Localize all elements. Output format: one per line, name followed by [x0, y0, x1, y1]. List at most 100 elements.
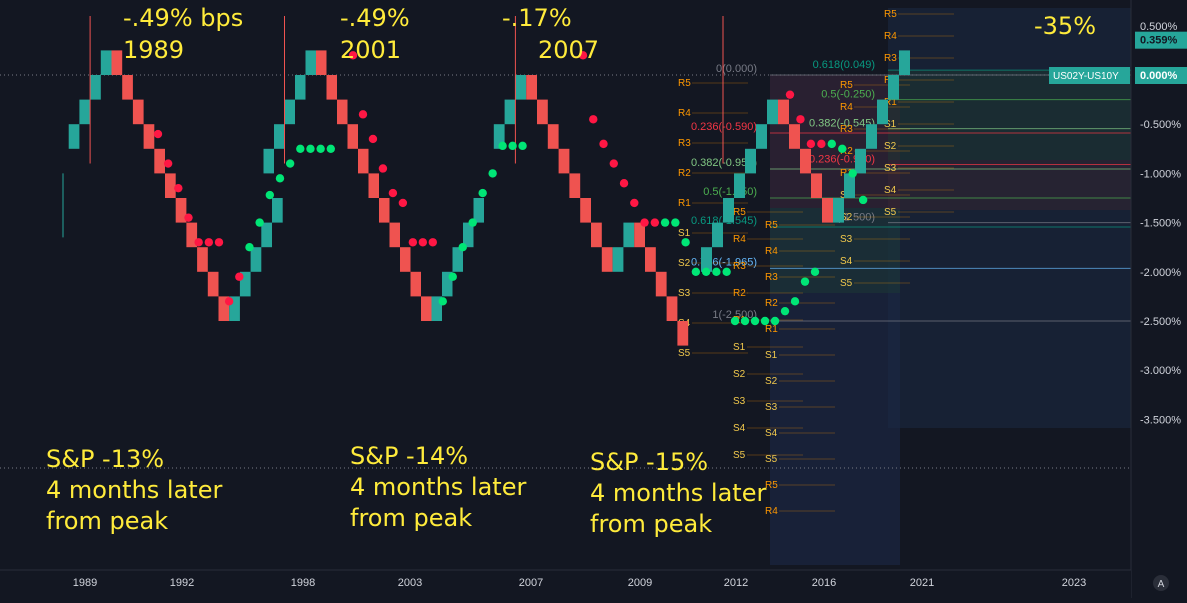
cycle-3-brick-8 [569, 173, 581, 198]
cycle-2-sar-10 [448, 272, 457, 281]
cycle-1-brick-13 [197, 247, 208, 272]
pivot-label-1-6: S2 [733, 369, 746, 380]
cycle-4-brick-18 [888, 75, 899, 100]
x-tick-5: 2009 [628, 577, 652, 589]
x-tick-0: 1989 [73, 577, 97, 589]
cycle-2-sar-12 [468, 218, 477, 227]
renko-brick-layer [62, 15, 910, 346]
cycle-2-sar-7 [418, 238, 428, 247]
pivot-label-2-5: S1 [765, 350, 778, 361]
cycle-4-brick-7 [767, 99, 778, 125]
cycle-1-sar-7 [224, 297, 234, 306]
cycle-2-sar-15 [498, 141, 507, 151]
annotation-c3-sp-line-2: from peak [590, 510, 712, 538]
cycle-4-brick-1 [701, 247, 712, 272]
cycle-1-brick-1 [68, 124, 80, 149]
pivot-label-1-4: R1 [733, 315, 746, 326]
cycle-2-brick-3 [284, 99, 295, 125]
cycle-3-sar-13 [712, 267, 721, 276]
fib-label-1: 0.236(-0.590) [691, 121, 757, 133]
y-tick-5: -2.500% [1140, 316, 1181, 328]
cycle-2-brick-8 [337, 99, 348, 125]
cycle-2-sar-4 [388, 188, 398, 198]
cycle-3-brick-13 [623, 222, 635, 248]
pivot-label-4-8: S4 [884, 185, 897, 196]
cycle-3-brick-12 [612, 247, 624, 272]
cycle-3-sar-0 [578, 51, 588, 60]
annotation-c2-sp-line-0: S&P -14% [350, 442, 468, 470]
cycle-3-brick-14 [634, 222, 645, 248]
annotation-c1-title-line-0: -.49% bps [123, 4, 243, 32]
cycle-3-sar-low-3 [760, 316, 770, 326]
pivot-label-3-6: S2 [840, 212, 853, 223]
y-tick-4: -2.000% [1140, 267, 1181, 279]
cycle-1-sar-12 [275, 174, 285, 183]
auto-scale-button-bg [1153, 575, 1169, 591]
cycle-2-sar-8 [428, 238, 437, 247]
cycle-3-sar-3 [609, 159, 618, 168]
cycle-3-brick-7 [558, 148, 570, 174]
y-axis-panel [1131, 0, 1187, 598]
cycle-1-brick-2 [79, 99, 91, 125]
cycle-2-brick-14 [400, 247, 411, 272]
cycle-1-brick-18 [250, 247, 262, 272]
cycle-4-brick-9 [789, 124, 800, 149]
cycle-1-brick-3 [90, 75, 101, 100]
cycle-1-sar-14 [296, 144, 305, 153]
annotation-c3-sp-line-0: S&P -15% [590, 448, 708, 476]
cycle-3-sar-5 [630, 198, 639, 208]
cycle-1-brick-7 [132, 99, 144, 125]
cycle-3-sar-1 [589, 115, 598, 124]
fib-zone-green-right [888, 70, 1131, 160]
cycle-2-brick-17 [431, 296, 442, 321]
cycle-2-brick-1 [263, 148, 274, 174]
cycle-3-brick-2 [504, 99, 516, 125]
x-tick-1: 1992 [170, 577, 194, 589]
cycle-1-brick-16 [229, 296, 240, 321]
cycle-3-sar-low-2 [750, 316, 760, 326]
price-label-zero: 0.000% [1140, 70, 1178, 82]
cycle-3-brick-11 [601, 247, 613, 272]
cycle-1-sar-9 [245, 243, 254, 252]
cycle-1-brick-20 [272, 198, 283, 223]
annotation-c2-title-line-1: 2001 [340, 36, 401, 64]
cycle-1-sar-0 [153, 129, 163, 139]
cycle-3-brick-5 [537, 99, 548, 125]
x-tick-7: 2016 [812, 577, 836, 589]
fib-label-5: 0.786(-1.965) [691, 256, 757, 268]
pivot-label-2-8: S4 [765, 428, 778, 439]
x-tick-2: 1998 [291, 577, 315, 589]
cycle-1-brick-12 [186, 222, 198, 248]
cycle-2-sar-5 [398, 198, 408, 208]
cycle-1-brick-4 [100, 50, 112, 75]
cycle-1-brick-14 [207, 271, 219, 297]
pivot-label-4-0: R5 [884, 9, 897, 20]
cycle-4-brick-19 [899, 50, 910, 75]
annotation-c3-title-line-0: -.17% [502, 4, 572, 32]
cycle-3-brick-16 [655, 271, 667, 297]
cycle-3-sar-4 [619, 179, 629, 188]
cycle-3-sar-low-7 [800, 277, 810, 286]
cycle-1-sar-11 [265, 190, 275, 200]
cycle-1-sar-5 [204, 238, 214, 247]
cycle-2-sar-9 [438, 297, 447, 306]
price-label-current-bg [1135, 31, 1187, 49]
annotation-c1-title-line-1: 1989 [123, 36, 184, 64]
cycle-1-brick-11 [175, 198, 187, 223]
pivot-label-1-9: S5 [733, 450, 746, 461]
cycle-4-brick-10 [800, 148, 811, 174]
cycle-2-brick-9 [347, 124, 358, 149]
cycle-3-sar-9 [671, 218, 680, 227]
cycle-1-sar-6 [214, 238, 224, 247]
pivot-label-1-2: R3 [733, 261, 746, 272]
cycle-2-sar-2 [368, 134, 378, 144]
pivot-label-4-6: S2 [884, 141, 897, 152]
parabolic-sar-layer [153, 51, 868, 326]
cycle-3-sar-low-8 [810, 267, 820, 276]
pivot-label-0-5: S1 [678, 228, 691, 239]
cycle-2-brick-20 [463, 222, 474, 248]
cycle-3-sar-low-6 [790, 297, 800, 306]
pivot-label-4-1: R4 [884, 31, 897, 42]
pivot-label-1-7: S3 [733, 396, 746, 407]
